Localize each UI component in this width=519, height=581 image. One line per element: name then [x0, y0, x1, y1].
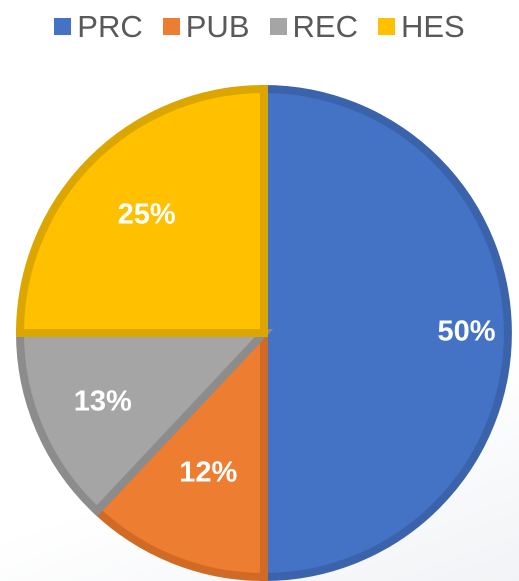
slice-label-pub: 12% — [179, 456, 237, 488]
pie-slice-pub — [91, 322, 268, 581]
legend-item-prc: PRC — [54, 8, 143, 44]
pie-labels: 50% 12% 13% 25% — [74, 198, 496, 488]
legend-label-hes: HES — [400, 8, 465, 44]
legend-item-hes: HES — [377, 8, 465, 44]
legend-item-pub: PUB — [162, 8, 250, 44]
slice-label-prc: 50% — [437, 316, 495, 348]
pie-slices — [15, 84, 512, 581]
chart-legend: PRC PUB REC HES — [0, 6, 519, 46]
slice-label-hes: 25% — [118, 198, 176, 230]
slice-label-rec: 13% — [74, 385, 132, 417]
pie-slice-hes — [15, 84, 268, 337]
legend-label-rec: REC — [292, 8, 358, 44]
legend-label-pub: PUB — [185, 8, 250, 44]
pie-slice-prc — [260, 84, 512, 581]
pie-slice-rec — [15, 329, 274, 517]
legend-item-rec: REC — [269, 8, 358, 44]
legend-swatch-hes — [377, 17, 395, 35]
legend-swatch-pub — [162, 17, 180, 35]
legend-swatch-rec — [269, 17, 287, 35]
legend-swatch-prc — [54, 17, 72, 35]
legend-label-prc: PRC — [77, 8, 143, 44]
